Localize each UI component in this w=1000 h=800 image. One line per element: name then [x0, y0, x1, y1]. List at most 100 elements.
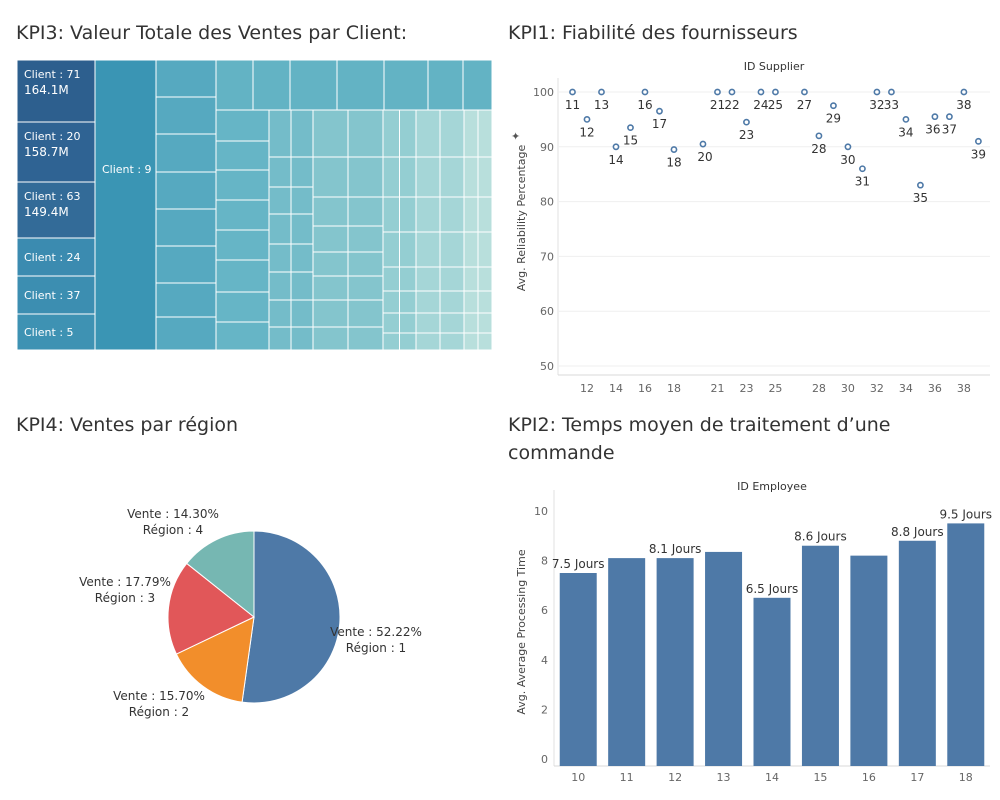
treemap-cell [155, 96, 217, 135]
point-label: 20 [697, 150, 712, 164]
x-tick-label: 38 [957, 382, 971, 395]
kpi3-panel: KPI3: Valeur Totale des Ventes par Clien… [0, 0, 500, 400]
pie-label-region: Région : 3 [95, 591, 155, 605]
point-label: 13 [594, 98, 609, 112]
treemap-cell [347, 109, 384, 158]
treemap-cell [439, 312, 465, 334]
treemap-value: 149.4M [24, 205, 69, 219]
y-tick-label: 10 [534, 505, 548, 518]
treemap-cell [462, 59, 493, 111]
point-label: 23 [739, 128, 754, 142]
treemap-cell [477, 266, 493, 292]
point-label: 22 [724, 98, 739, 112]
scatter-point [699, 140, 707, 148]
x-tick-label: 15 [813, 771, 827, 784]
x-tick-label: 30 [841, 382, 855, 395]
pie-label-value: Vente : 17.79% [79, 575, 171, 589]
treemap-cell [215, 140, 270, 171]
x-tick-label: 10 [571, 771, 585, 784]
treemap-cell [155, 208, 217, 247]
point-label: 37 [942, 123, 957, 137]
treemap-cell [399, 231, 417, 268]
bar [850, 555, 888, 766]
bar [753, 597, 791, 766]
x-tick-label: 32 [870, 382, 884, 395]
x-tick-label: 17 [910, 771, 924, 784]
scatter-point [960, 88, 968, 96]
kpi1-panel: KPI1: Fiabilité des fournisseurs ID Supp… [500, 0, 1000, 400]
treemap-cell-client [16, 313, 96, 351]
scatter-point [844, 143, 852, 151]
treemap-cell [312, 326, 349, 351]
x-tick-label: 13 [717, 771, 731, 784]
point-label: 31 [855, 175, 870, 189]
point-label: 36 [925, 123, 940, 137]
scatter-point [743, 118, 750, 126]
scatter-point [656, 107, 663, 115]
treemap-cell [215, 59, 254, 111]
bar-data-label: 7.5 Jours [552, 557, 605, 571]
x-tick-label: 14 [609, 382, 623, 395]
x-tick-label: 23 [739, 382, 753, 395]
x-tick-label: 12 [580, 382, 594, 395]
pie-label-value: Vente : 52.22% [330, 625, 422, 639]
treemap-cell [252, 59, 291, 111]
treemap-cell [415, 266, 441, 292]
bar-data-label: 8.6 Jours [794, 530, 847, 544]
y-tick-label: 0 [541, 753, 548, 766]
scatter-point [975, 137, 982, 145]
treemap-cell [215, 169, 270, 201]
x-tick-label: 16 [638, 382, 652, 395]
treemap-cell [347, 196, 384, 227]
treemap-cell [347, 275, 384, 301]
point-label: 34 [898, 125, 913, 139]
treemap-cell [439, 290, 465, 314]
x-tick-label: 14 [765, 771, 779, 784]
treemap-cell [477, 156, 493, 198]
x-tick-label: 36 [928, 382, 942, 395]
bar [947, 523, 985, 766]
treemap-cell [268, 213, 292, 245]
y-tick-label: 8 [541, 555, 548, 568]
point-label: 24 [753, 98, 768, 112]
treemap-cell [290, 299, 314, 328]
pin-icon: ✦ [511, 130, 520, 143]
treemap-cell [312, 275, 349, 301]
x-tick-label: 16 [862, 771, 876, 784]
scatter-point [757, 88, 765, 96]
point-label: 14 [608, 153, 623, 167]
treemap-cell [290, 243, 314, 273]
point-label: 28 [811, 142, 826, 156]
treemap-cell [415, 332, 441, 351]
bar [608, 558, 646, 766]
treemap-cell-client [16, 237, 96, 277]
y-tick-label: 90 [540, 141, 554, 154]
treemap-cell [290, 213, 314, 245]
treemap-cell [312, 109, 349, 158]
kpi2-title-line2: commande [508, 442, 615, 464]
treemap-cell [463, 332, 479, 351]
bar [656, 558, 694, 766]
treemap-cell [382, 231, 400, 268]
treemap-cell [155, 282, 217, 318]
treemap-cell [439, 332, 465, 351]
treemap-cell [477, 196, 493, 233]
x-tick-label: 18 [959, 771, 973, 784]
pie-label-region: Région : 2 [129, 705, 189, 719]
treemap-cell [415, 290, 441, 314]
treemap-cell [268, 109, 292, 158]
treemap-cell [382, 156, 400, 198]
treemap-cell [347, 299, 384, 328]
treemap-cell [312, 225, 349, 253]
treemap-cell [463, 231, 479, 268]
treemap-cell [439, 266, 465, 292]
treemap-cell [439, 231, 465, 268]
pie-label-region: Région : 4 [143, 523, 203, 537]
treemap-cell [290, 186, 314, 215]
point-label: 35 [913, 191, 928, 205]
treemap-cell [382, 196, 400, 233]
treemap-cell [463, 290, 479, 314]
point-label: 30 [840, 153, 855, 167]
treemap-cell [439, 109, 465, 158]
treemap-cell [463, 109, 479, 158]
